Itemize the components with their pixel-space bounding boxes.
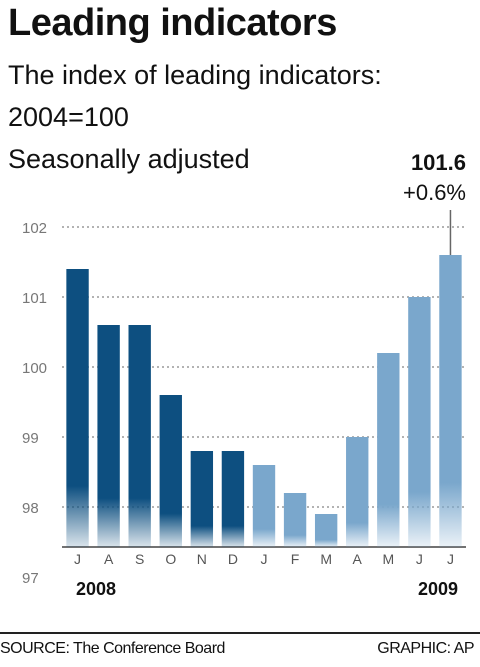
bar-0: [66, 269, 89, 547]
bar-7: [283, 493, 307, 547]
graphic-credit: GRAPHIC: AP: [377, 640, 474, 657]
x-tick-label-0: J: [74, 551, 81, 567]
x-tick-label-7: F: [291, 551, 300, 567]
axis-labels: 97 98 99 100 101 102 J A S O N D J F M A M J J 2008 2009: [22, 210, 458, 599]
bar-5: [221, 451, 245, 547]
x-tick-label-11: J: [416, 551, 423, 567]
bar-9: [346, 437, 369, 547]
bar-10: [377, 353, 400, 547]
bar-1: [97, 325, 120, 547]
bar-12: [439, 255, 462, 547]
chart-subtitle-adjustment: Seasonally adjusted: [8, 144, 250, 174]
y-tick-label-98: 98: [22, 500, 39, 517]
x-tick-label-5: D: [228, 551, 238, 567]
x-tick-label-6: J: [261, 551, 268, 567]
y-tick-label-97: 97: [22, 570, 39, 587]
y-tick-label-99: 99: [22, 430, 39, 447]
bar-2: [128, 325, 151, 547]
bar-11: [408, 297, 431, 547]
x-tick-label-2: S: [135, 551, 144, 567]
x-tick-label-1: A: [104, 551, 114, 567]
x-tick-label-12: J: [447, 551, 454, 567]
year-label-2008: 2008: [76, 579, 116, 599]
x-tick-label-8: M: [320, 551, 332, 567]
chart-subtitle-base: 2004=100: [8, 102, 129, 132]
chart-subtitle: The index of leading indicators:: [8, 60, 382, 90]
chart-title: Leading indicators: [8, 2, 337, 44]
x-tick-label-10: M: [382, 551, 394, 567]
bar-8: [314, 514, 338, 547]
y-tick-label-101: 101: [22, 290, 47, 307]
x-tick-label-3: O: [165, 551, 176, 567]
source-credit: SOURCE: The Conference Board: [0, 640, 225, 657]
x-tick-label-4: N: [197, 551, 207, 567]
bar-6: [252, 465, 276, 547]
year-label-2009: 2009: [418, 579, 458, 599]
y-tick-label-100: 100: [22, 360, 47, 377]
x-tick-label-9: A: [353, 551, 363, 567]
footer-rule: [0, 632, 480, 634]
latest-value-callout: 101.6: [410, 150, 466, 175]
bars: [66, 255, 462, 547]
y-tick-label-102: 102: [22, 220, 47, 237]
bar-3: [159, 395, 182, 547]
bar-4: [190, 451, 214, 547]
latest-change-callout: +0.6%: [403, 180, 466, 205]
bar-chart: 97 98 99 100 101 102 J A S O N D J F M A M J J 2008 2009: [22, 210, 466, 599]
